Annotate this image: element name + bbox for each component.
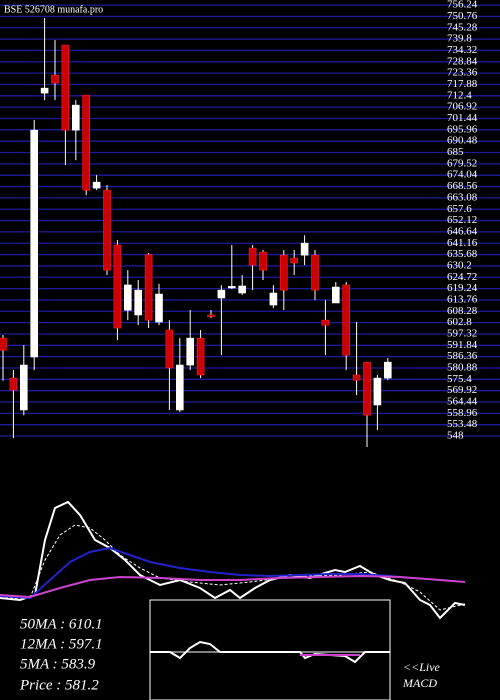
candles — [0, 18, 392, 447]
y-tick-label: 548 — [447, 430, 464, 442]
candle-body — [113, 244, 122, 329]
macd-label: MACD — [402, 676, 437, 690]
ma-long-line — [0, 574, 466, 599]
live-label: <<Live — [403, 660, 441, 674]
y-tick-label: 597.32 — [447, 327, 477, 339]
candle-body — [207, 314, 215, 317]
candle-body — [311, 254, 319, 291]
y-tick-label: 646.64 — [447, 225, 478, 237]
y-tick-label: 728.84 — [447, 55, 478, 67]
grid: 548553.48558.96564.44569.92575.4580.8858… — [0, 0, 500, 442]
candle-body — [19, 364, 28, 411]
candle-body — [134, 289, 142, 316]
macd-box — [149, 599, 391, 700]
candle-body — [61, 44, 70, 131]
y-tick-label: 663.08 — [447, 191, 478, 203]
candle-body — [352, 374, 361, 381]
candle-body — [269, 292, 278, 306]
macd-line — [150, 640, 390, 664]
candle-body — [30, 129, 39, 358]
candle-body — [165, 329, 174, 369]
candle-body — [176, 364, 184, 411]
candle-body — [155, 293, 163, 323]
candle-body — [0, 337, 7, 351]
y-tick-label: 635.68 — [447, 248, 478, 260]
candle-body — [217, 289, 226, 299]
y-tick-label: 575.4 — [447, 373, 472, 385]
y-tick-label: 569.92 — [447, 384, 477, 396]
y-tick-label: 668.56 — [447, 180, 478, 192]
stat-label: 12MA : 597.1 — [20, 636, 103, 652]
y-tick-label: 602.8 — [447, 316, 472, 328]
candle-body — [248, 247, 257, 266]
candle-body — [383, 361, 392, 379]
candle-body — [363, 361, 371, 416]
y-tick-label: 685 — [447, 146, 464, 158]
y-tick-label: 657.6 — [447, 203, 472, 215]
y-tick-label: 564.44 — [447, 396, 478, 408]
candle-body — [300, 242, 309, 256]
ma-mid-line — [0, 546, 411, 600]
stat-label: 5MA : 583.9 — [20, 656, 96, 672]
y-tick-label: 652.12 — [447, 214, 477, 226]
candle-body — [40, 87, 49, 94]
y-tick-label: 624.72 — [447, 271, 477, 283]
y-tick-label: 701.44 — [447, 112, 478, 124]
y-tick-label: 723.36 — [447, 67, 478, 79]
candle-body — [9, 377, 18, 391]
y-tick-label: 630.2 — [447, 259, 472, 271]
y-tick-label: 591.84 — [447, 339, 478, 351]
y-tick-label: 679.52 — [447, 157, 477, 169]
y-tick-label: 674.04 — [447, 169, 478, 181]
candle-body — [290, 257, 299, 264]
stat-label: 50MA : 610.1 — [20, 616, 103, 632]
candle-body — [259, 251, 267, 271]
y-tick-label: 756.24 — [447, 0, 478, 11]
candle-body — [228, 286, 236, 289]
candle-body — [103, 189, 111, 271]
y-tick-label: 695.96 — [447, 123, 478, 135]
y-tick-label: 712.4 — [447, 89, 472, 101]
y-tick-label: 706.92 — [447, 101, 477, 113]
candle-body — [82, 94, 90, 191]
y-tick-label: 690.48 — [447, 135, 478, 147]
y-tick-label: 750.76 — [447, 10, 478, 22]
candle-body — [196, 337, 205, 376]
y-tick-label: 734.32 — [447, 44, 477, 56]
chart-title: BSE 526708 munafa.pro — [4, 4, 103, 15]
y-tick-label: 739.8 — [447, 33, 472, 45]
candle-body — [279, 254, 288, 291]
candle-body — [331, 286, 340, 304]
y-tick-label: 745.28 — [447, 21, 478, 33]
y-tick-label: 558.96 — [447, 407, 478, 419]
candle-body — [186, 337, 194, 366]
candle-body — [124, 284, 132, 311]
candle-body — [144, 254, 153, 321]
y-tick-label: 553.48 — [447, 418, 478, 430]
candle-body — [373, 377, 382, 406]
candle-body — [51, 74, 59, 84]
candle-body — [342, 284, 351, 356]
y-tick-label: 608.28 — [447, 305, 478, 317]
stat-label: Price : 581.2 — [19, 677, 99, 693]
y-tick-label: 613.76 — [447, 293, 478, 305]
candle-body — [72, 104, 80, 131]
candle-body — [238, 285, 246, 294]
ma-short-line — [0, 524, 466, 611]
y-tick-label: 717.88 — [447, 78, 478, 90]
y-tick-label: 580.88 — [447, 362, 478, 374]
y-tick-label: 586.36 — [447, 350, 478, 362]
candle-body — [92, 181, 101, 189]
y-tick-label: 641.16 — [447, 237, 478, 249]
y-tick-label: 619.24 — [447, 282, 478, 294]
candle-body — [321, 319, 330, 326]
